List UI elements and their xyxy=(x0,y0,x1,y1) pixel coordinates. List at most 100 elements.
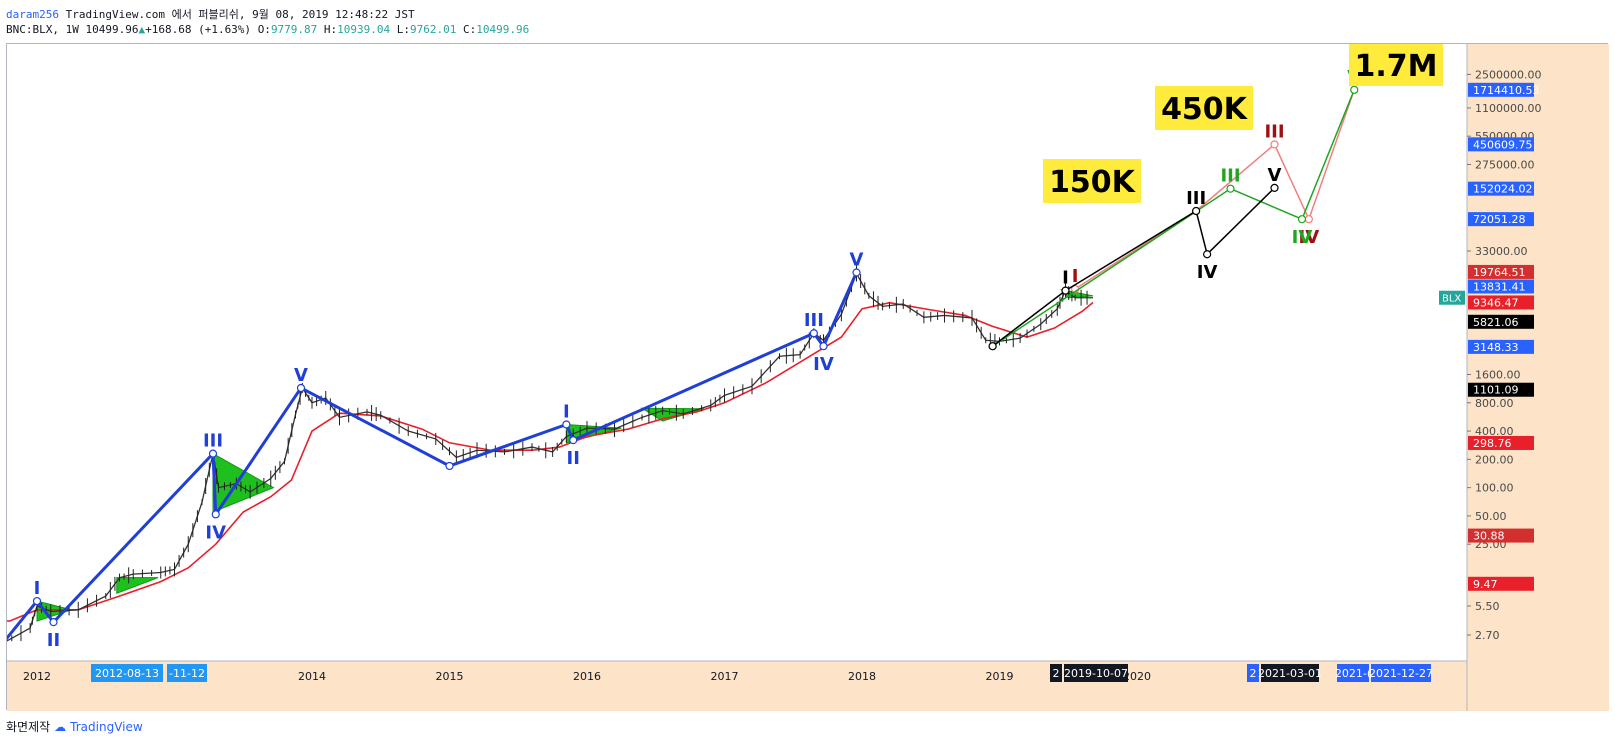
price-tick-label: 1600.00 xyxy=(1475,368,1521,381)
low-value: 9762.01 xyxy=(410,23,457,36)
date-flag-label: 2021-12-27 xyxy=(1369,667,1433,680)
symbol-name: BNC:BLX, 1W xyxy=(6,23,79,36)
price-flag xyxy=(1468,576,1534,591)
blue-wave-point xyxy=(569,436,578,445)
price-tick-label: 1100000.00 xyxy=(1475,102,1541,115)
low-label: L: xyxy=(396,23,411,36)
price-flag-label: 1714410.53 xyxy=(1473,84,1539,97)
time-tick-label: 2015 xyxy=(436,670,464,683)
blue-wave-point xyxy=(32,596,42,606)
date-flag xyxy=(1050,664,1062,682)
pink-wave-point xyxy=(1304,215,1313,224)
blue-wave-label: II xyxy=(567,448,580,469)
black-wave-label: V xyxy=(1268,165,1282,186)
price-tick-label: 2500000.00 xyxy=(1475,68,1541,81)
target-label: 450K xyxy=(1161,92,1249,127)
date-flag xyxy=(167,664,207,682)
blue-wave-label: I xyxy=(563,401,570,422)
price-flag-label: 152024.02 xyxy=(1473,183,1533,196)
chart-frame[interactable]: 2500000.00 1100000.00 550000.00 275000.00 33… xyxy=(6,43,1609,711)
black-wave-label: I xyxy=(1062,268,1069,289)
blue-wave-label: II xyxy=(47,630,60,651)
time-axis-bg[interactable] xyxy=(7,661,1467,711)
price-flag xyxy=(1468,264,1534,279)
symbol-legend: BNC:BLX, 1W 10499.96▲+168.68 (+1.63%) O:… xyxy=(6,23,529,36)
blue-wave-label: V xyxy=(850,249,864,270)
price-flag xyxy=(1468,137,1534,152)
date-flag xyxy=(1064,664,1128,682)
price-chart[interactable]: 2500000.001100000.00550000.00275000.0033… xyxy=(7,44,1609,711)
black-wave-label: IV xyxy=(1197,262,1218,283)
tradingview-logo-icon: ☁ xyxy=(54,720,67,734)
target-box xyxy=(1155,86,1253,130)
date-flag-label: -11-12 xyxy=(169,667,205,680)
pink-wave-label: IV xyxy=(1299,227,1320,248)
price-flag xyxy=(1468,181,1534,196)
price-tick-label: 275000.00 xyxy=(1475,158,1535,171)
publish-info: daram256 TradingView.com 에서 퍼블리쉬, 9월 08,… xyxy=(6,6,415,22)
price-flag-label: 9346.47 xyxy=(1473,296,1519,309)
open-value: 9779.87 xyxy=(270,23,318,36)
blue-wave-label: IV xyxy=(205,522,226,543)
price-flag-label: 1101.09 xyxy=(1473,384,1519,397)
black-wave-label: III xyxy=(1186,188,1206,209)
green-wave-point xyxy=(1350,85,1359,94)
price-flag xyxy=(1468,339,1534,354)
blue-wave-point xyxy=(852,268,861,277)
price-axis-bg[interactable] xyxy=(1467,44,1609,711)
time-tick-label: 2012 xyxy=(23,670,51,683)
target-label: 1.7M xyxy=(1355,49,1438,84)
price-flag-label: 3148.33 xyxy=(1473,341,1519,354)
publish-text: TradingView.com 에서 퍼블리쉬, 9월 08, 2019 12:… xyxy=(65,8,415,21)
price-tick-label: 100.00 xyxy=(1475,482,1514,495)
date-flag-label: 2 xyxy=(1053,667,1060,680)
price-tick-label: 200.00 xyxy=(1475,453,1514,466)
date-flag xyxy=(1261,664,1319,682)
time-tick-label: 2016 xyxy=(573,670,601,683)
price-tick-label: 50.00 xyxy=(1475,510,1507,523)
green-wave-line xyxy=(992,89,1355,347)
time-tick-label: 2014 xyxy=(298,670,326,683)
price-flag xyxy=(1468,314,1534,329)
time-tick-label: 2020 xyxy=(1123,670,1151,683)
price-flag-label: 5821.06 xyxy=(1473,316,1519,329)
black-wave-line xyxy=(992,187,1276,347)
price-flag xyxy=(1468,528,1534,543)
tradingview-brand[interactable]: TradingView xyxy=(70,720,143,734)
black-wave-point xyxy=(1192,206,1201,216)
blue-wave-point xyxy=(211,510,220,519)
pink-wave-label: III xyxy=(1264,121,1284,142)
black-wave-point xyxy=(988,342,997,351)
green-wave-point xyxy=(1297,215,1307,224)
green-wave-point xyxy=(1226,184,1235,193)
time-tick-label: 2017 xyxy=(711,670,739,683)
blue-wave-point xyxy=(819,342,828,351)
price-tick-label: 2.70 xyxy=(1475,629,1500,642)
target-label: 150K xyxy=(1049,165,1137,200)
price-tick-label: 5.50 xyxy=(1475,600,1500,613)
pink-wave-label: I xyxy=(1072,266,1079,287)
green-wave-label: IV xyxy=(1292,227,1313,248)
up-arrow-icon: ▲ xyxy=(138,23,146,36)
footer: 화면제작 ☁ TradingView xyxy=(6,718,143,735)
target-box xyxy=(1349,44,1443,86)
price-flag-label: 298.76 xyxy=(1473,437,1512,450)
green-wave-label: III xyxy=(1220,166,1240,187)
price-flag xyxy=(1468,279,1534,294)
author-link[interactable]: daram256 xyxy=(6,8,59,21)
blue-wave-label: V xyxy=(294,365,308,386)
price-line xyxy=(7,271,1093,642)
blue-wave-label: III xyxy=(804,310,824,331)
open-label: O: xyxy=(257,23,271,36)
target-box xyxy=(1043,159,1141,203)
price-flag xyxy=(1468,382,1534,397)
blue-wave-point xyxy=(296,383,306,393)
price-change: +168.68 (+1.63%) xyxy=(145,23,252,36)
blue-wave-point xyxy=(809,329,818,338)
black-wave-point xyxy=(1061,286,1070,295)
price-flag-label: 72051.28 xyxy=(1473,213,1526,226)
blue-wave-point xyxy=(208,449,218,458)
blue-wave-point xyxy=(562,420,571,429)
triangle-pattern xyxy=(116,577,159,595)
price-flag-label: 450609.75 xyxy=(1473,138,1533,151)
